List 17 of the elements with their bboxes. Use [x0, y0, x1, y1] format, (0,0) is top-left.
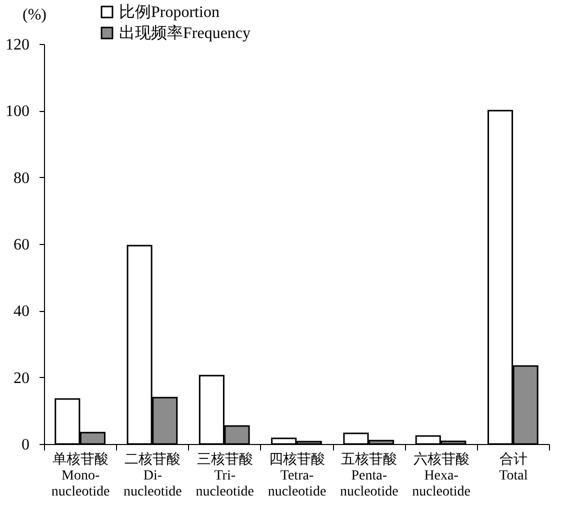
- x-tick-label: 六核苷酸 Hexa- nucleotide: [412, 452, 470, 500]
- y-tick-label: 120: [6, 36, 30, 54]
- x-tick-label: 单核苷酸 Mono- nucleotide: [51, 452, 110, 500]
- x-tick-label: 三核苷酸 Tri- nucleotide: [196, 452, 254, 500]
- x-tick-label: 五核苷酸 Penta- nucleotide: [340, 452, 398, 500]
- x-tick-label: 二核苷酸 Di- nucleotide: [124, 452, 182, 500]
- y-tick-label: 80: [14, 170, 30, 187]
- y-tick-label: 60: [14, 236, 30, 254]
- y-axis-title: (%): [22, 6, 46, 24]
- legend-label: 出现频率Frequency: [119, 24, 251, 42]
- y-tick-label: 0: [22, 436, 30, 454]
- x-tick-label: 合计 Total: [499, 452, 528, 484]
- x-tick-label: 四核苷酸 Tetra- nucleotide: [268, 452, 326, 500]
- y-tick-label: 40: [14, 303, 30, 320]
- y-tick-label: 20: [14, 370, 30, 387]
- legend-label: 比例Proportion: [119, 3, 220, 21]
- y-tick-label: 100: [6, 103, 30, 120]
